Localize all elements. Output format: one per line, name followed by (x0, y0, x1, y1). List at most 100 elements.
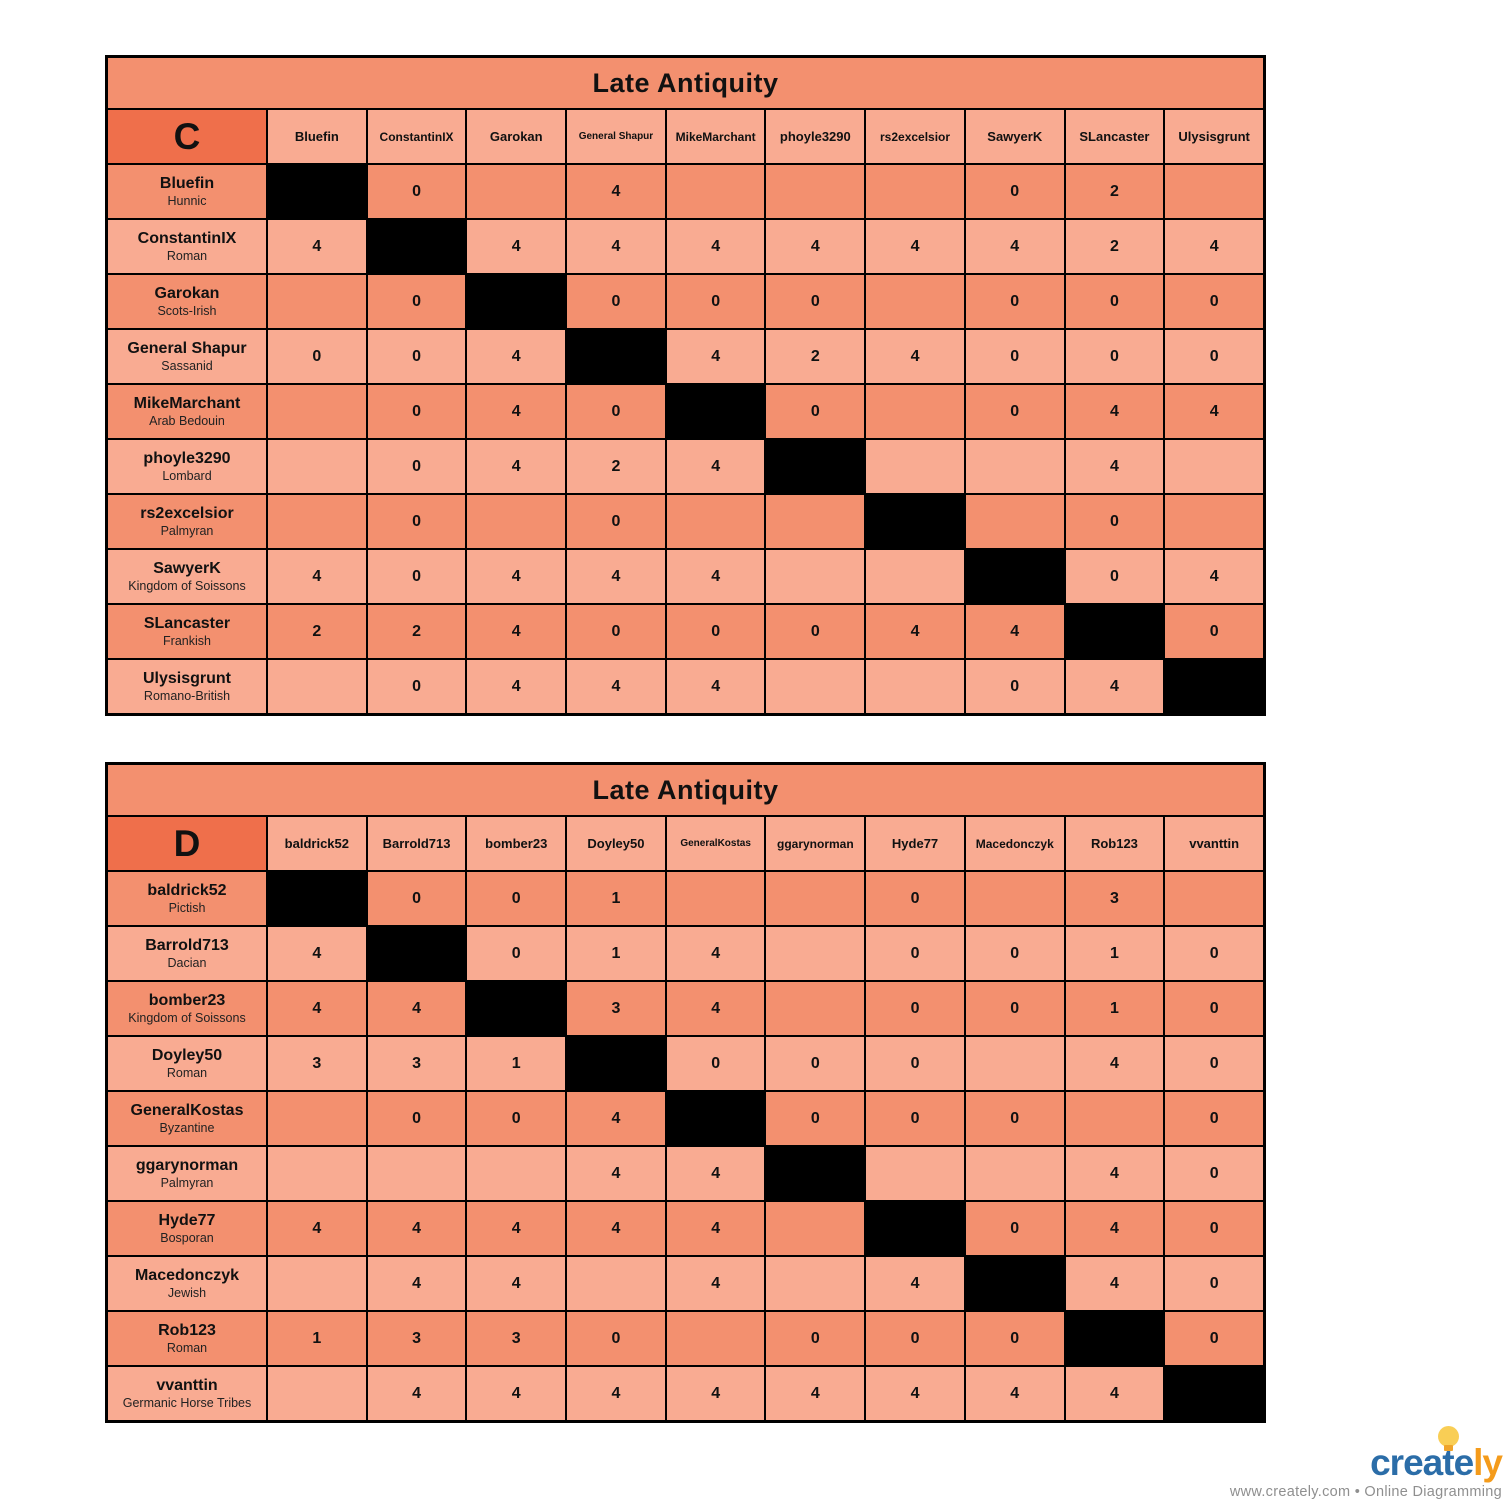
score-cell (268, 440, 366, 493)
column-header: Doyley50 (567, 817, 665, 870)
score-cell: 0 (367, 330, 466, 383)
score-cell: 2 (567, 440, 665, 493)
score-cell: 0 (367, 495, 466, 548)
score-cell (268, 1367, 366, 1420)
score-cell: 0 (367, 165, 466, 218)
score-cell (567, 1257, 665, 1310)
score-cell: 3 (1065, 872, 1164, 925)
column-header: Garokan (467, 110, 566, 163)
row-header: ggarynorman Palmyran (108, 1147, 266, 1200)
row-header: Garokan Scots-Irish (108, 275, 266, 328)
score-cell (467, 165, 566, 218)
score-cell: 4 (467, 330, 566, 383)
score-cell: 0 (1165, 1202, 1263, 1255)
column-header: Hyde77 (866, 817, 964, 870)
score-cell: 0 (965, 982, 1064, 1035)
lightbulb-icon (1438, 1426, 1459, 1451)
score-cell: 4 (467, 220, 566, 273)
table-title: Late Antiquity (108, 765, 1263, 817)
score-cell: 4 (1165, 220, 1263, 273)
score-cell: 3 (268, 1037, 366, 1090)
score-cell (268, 660, 366, 713)
row-header: rs2excelsior Palmyran (108, 495, 266, 548)
score-cell: 0 (965, 275, 1064, 328)
column-header: Ulysisgrunt (1165, 110, 1263, 163)
column-header: ConstantinIX (367, 110, 466, 163)
score-cell: 4 (1065, 660, 1164, 713)
score-cell: 0 (965, 385, 1064, 438)
column-header: Barrold713 (367, 817, 466, 870)
creately-tagline: www.creately.com • Online Diagramming (1229, 1484, 1502, 1500)
score-cell: 0 (866, 1092, 964, 1145)
row-header: vvanttin Germanic Horse Tribes (108, 1367, 266, 1420)
score-cell: 4 (268, 982, 366, 1035)
score-cell: 4 (866, 220, 964, 273)
player-faction: Roman (166, 1065, 208, 1080)
column-header: ggarynorman (766, 817, 865, 870)
score-cell: 4 (367, 1257, 466, 1310)
row-header: MikeMarchant Arab Bedouin (108, 385, 266, 438)
score-cell: 0 (1165, 1257, 1263, 1310)
score-cell: 4 (467, 660, 566, 713)
player-name: Garokan (154, 284, 220, 302)
score-cell: 4 (467, 1367, 566, 1420)
row-header: Doyley50 Roman (108, 1037, 266, 1090)
score-cell: 0 (866, 872, 964, 925)
score-cell: 4 (567, 1147, 665, 1200)
score-cell: 0 (766, 1312, 865, 1365)
score-cell: 4 (268, 1202, 366, 1255)
diagonal-cell (866, 1202, 964, 1255)
column-header: GeneralKostas (666, 817, 765, 870)
score-cell: 4 (467, 1202, 566, 1255)
score-cell (766, 927, 865, 980)
player-faction: Palmyran (160, 523, 214, 538)
score-cell: 0 (367, 385, 466, 438)
player-name: baldrick52 (147, 881, 227, 899)
score-cell (965, 495, 1064, 548)
score-cell (268, 1147, 366, 1200)
row-header: Macedonczyk Jewish (108, 1257, 266, 1310)
score-cell (268, 1257, 366, 1310)
player-faction: Scots-Irish (157, 303, 217, 318)
score-cell: 4 (965, 220, 1064, 273)
player-faction: Dacian (167, 955, 207, 970)
score-cell: 0 (567, 605, 665, 658)
row-header: Barrold713 Dacian (108, 927, 266, 980)
row-header: Hyde77 Bosporan (108, 1202, 266, 1255)
score-cell: 4 (1065, 1367, 1164, 1420)
matrix-grid: C Bluefin ConstantinIX Garokan General Shapu… (108, 110, 1263, 713)
score-cell: 0 (666, 275, 765, 328)
score-cell: 0 (1065, 550, 1164, 603)
score-cell: 4 (567, 1202, 665, 1255)
player-faction: Roman (166, 1340, 208, 1355)
score-cell: 4 (1065, 1202, 1164, 1255)
score-cell (467, 1147, 566, 1200)
score-cell: 1 (567, 872, 665, 925)
column-header: vvanttin (1165, 817, 1263, 870)
score-cell: 0 (567, 275, 665, 328)
score-cell: 4 (567, 220, 665, 273)
score-cell: 0 (965, 1092, 1064, 1145)
score-cell: 4 (666, 1257, 765, 1310)
column-header: SLancaster (1065, 110, 1164, 163)
row-header: ConstantinIX Roman (108, 220, 266, 273)
score-cell: 0 (367, 275, 466, 328)
score-cell: 4 (965, 1367, 1064, 1420)
score-cell: 4 (567, 660, 665, 713)
score-cell: 1 (1065, 982, 1164, 1035)
score-cell (766, 1202, 865, 1255)
score-cell: 0 (1065, 275, 1164, 328)
player-name: phoyle3290 (143, 449, 231, 467)
diagonal-cell (965, 1257, 1064, 1310)
score-cell: 0 (866, 982, 964, 1035)
player-name: GeneralKostas (130, 1101, 244, 1119)
group-label: C (108, 110, 266, 163)
score-cell: 4 (1065, 1037, 1164, 1090)
score-cell: 4 (866, 1257, 964, 1310)
score-cell: 0 (1165, 1092, 1263, 1145)
player-faction: Bosporan (160, 1230, 214, 1245)
row-header: bomber23 Kingdom of Soissons (108, 982, 266, 1035)
score-cell (866, 550, 964, 603)
score-cell: 4 (567, 550, 665, 603)
score-cell: 4 (467, 1257, 566, 1310)
